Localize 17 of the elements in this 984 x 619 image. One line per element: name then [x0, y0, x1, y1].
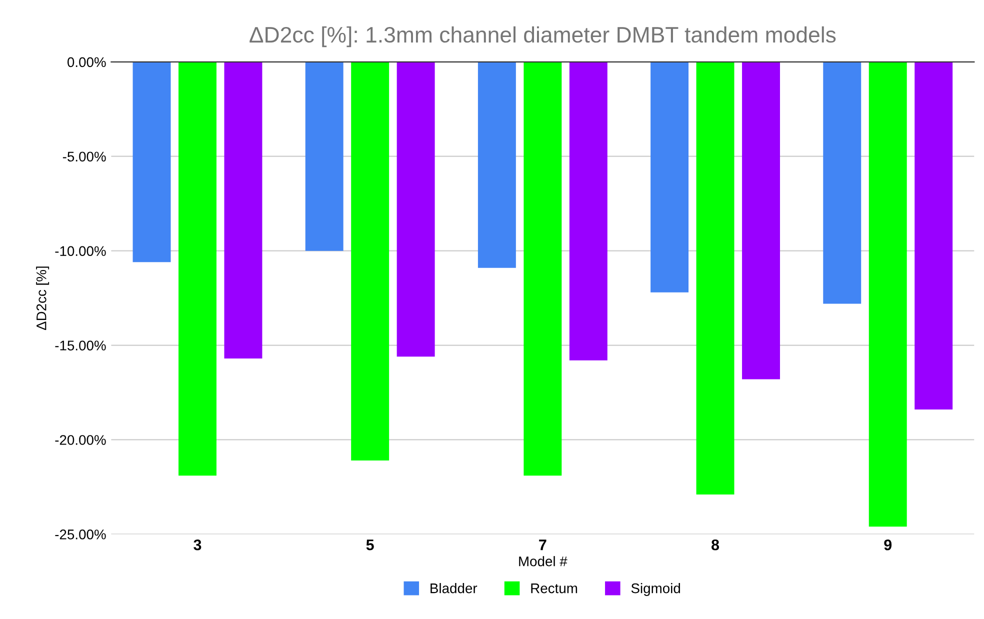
legend-label: Rectum — [531, 584, 578, 594]
x-tick-label: 9 — [884, 539, 892, 550]
y-tick-label: 0.00% — [67, 57, 106, 68]
legend-label: Bladder — [430, 583, 478, 594]
x-tick-label: 5 — [366, 540, 374, 550]
x-tick-label: 3 — [194, 539, 202, 550]
x-tick-label: 7 — [539, 540, 546, 550]
chart-title: ΔD2cc [%]: 1.3mm channel diameter DMBT tandem models — [250, 26, 836, 48]
y-tick-label: -25.00% — [55, 530, 106, 540]
y-tick-label: -20.00% — [55, 435, 106, 445]
y-tick-label: -10.00% — [55, 246, 106, 256]
x-axis-title: Model # — [519, 556, 568, 566]
y-tick-label: -15.00% — [55, 340, 106, 350]
y-axis-title: ΔD2cc [%] — [36, 266, 50, 330]
legend-label: Sigmoid — [631, 583, 680, 596]
x-tick-label: 8 — [712, 539, 720, 550]
y-tick-label: -5.00% — [62, 152, 106, 162]
